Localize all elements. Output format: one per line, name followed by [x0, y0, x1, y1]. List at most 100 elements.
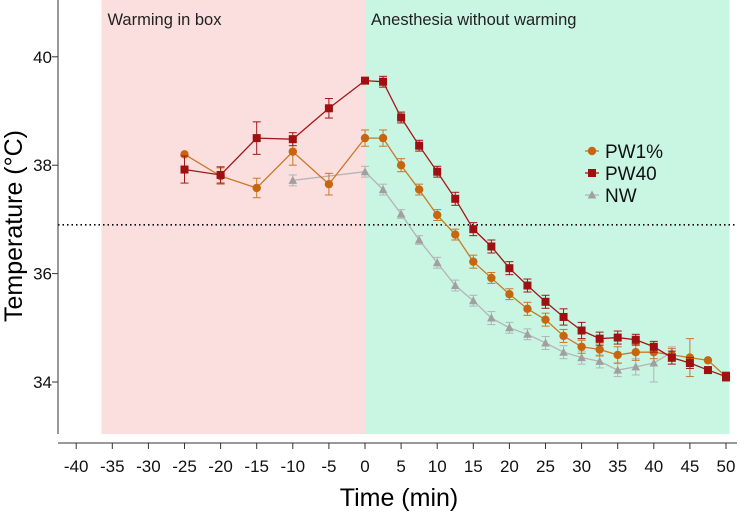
data-point [361, 76, 369, 85]
data-point [559, 347, 568, 356]
x-tick-label: 30 [572, 457, 591, 476]
data-point [469, 257, 478, 266]
data-point [432, 258, 442, 267]
data-point [505, 289, 514, 299]
data-point [414, 185, 424, 194]
x-tick-label: -25 [172, 457, 197, 476]
data-point [631, 362, 641, 371]
data-point [577, 342, 586, 351]
data-point [216, 170, 225, 179]
data-point [288, 175, 298, 184]
region-label: Warming in box [107, 11, 222, 29]
data-point [487, 273, 496, 283]
data-point [469, 225, 478, 234]
data-point [523, 304, 532, 314]
data-point [559, 331, 568, 341]
x-tick-label: -15 [244, 457, 269, 476]
data-point [379, 77, 388, 86]
y-tick-label: 34 [33, 373, 52, 392]
data-point [613, 365, 622, 374]
x-tick-label: 45 [680, 457, 699, 476]
data-point [703, 366, 712, 375]
data-point [487, 242, 496, 251]
data-point [541, 315, 550, 324]
data-point [450, 281, 460, 290]
data-point [559, 312, 568, 321]
y-axis-label: Temperature (°C) [0, 130, 28, 322]
x-tick-label: -40 [64, 457, 89, 476]
legend-marker [588, 169, 596, 177]
data-point [288, 135, 297, 144]
data-point [613, 350, 622, 360]
legend-label: NW [605, 186, 637, 207]
x-tick-label: -5 [321, 457, 336, 476]
data-point [433, 210, 442, 220]
x-tick-label: 10 [428, 457, 447, 476]
data-point [613, 333, 622, 342]
data-point [703, 356, 713, 365]
data-point [360, 133, 370, 143]
data-point [396, 209, 406, 218]
data-point [541, 338, 550, 347]
data-point [523, 281, 532, 290]
axes: -40 -35 -30 -25 -20 -15 -10 -5 0 5 10 15 20 25 30 35 40 4… [33, 0, 737, 476]
series-nw [288, 165, 677, 383]
x-tick-label: 35 [608, 457, 627, 476]
data-point [523, 329, 532, 338]
data-point [577, 326, 586, 335]
legend-label: PW1% [605, 142, 663, 163]
x-tick-label: 0 [360, 457, 369, 476]
x-tick-label: 25 [536, 457, 555, 476]
shaded-regions: Warming in box Anesthesia without warming [101, 0, 730, 434]
data-point [595, 345, 604, 354]
data-point [396, 161, 406, 170]
legend-label: PW40 [605, 164, 657, 185]
data-point [378, 133, 388, 143]
x-tick-label: -10 [281, 457, 306, 476]
x-axis-label: Time (min) [340, 484, 459, 512]
region-anesthesia [365, 0, 730, 434]
x-tick-label: 5 [396, 457, 405, 476]
y-tick-label: 40 [33, 48, 52, 67]
series-pw40 [180, 75, 730, 382]
data-point [252, 134, 261, 143]
x-tick-label: -35 [100, 457, 125, 476]
data-point [685, 359, 694, 368]
data-point [415, 141, 424, 150]
region-label: Anesthesia without warming [371, 11, 576, 29]
data-point [487, 313, 496, 322]
data-point [722, 372, 730, 381]
x-tick-label: -20 [208, 457, 233, 476]
legend-marker [587, 146, 597, 156]
data-point [451, 194, 460, 203]
data-point [288, 147, 297, 156]
x-tick-label: 50 [717, 457, 736, 476]
data-point [180, 165, 189, 174]
x-tick-label: -30 [136, 457, 161, 476]
data-point [451, 230, 460, 239]
data-point [541, 297, 550, 306]
data-point [252, 183, 261, 193]
x-tick-label: 15 [464, 457, 483, 476]
data-point [631, 347, 640, 357]
data-point [414, 235, 424, 244]
data-point [324, 179, 334, 189]
data-point [469, 296, 478, 305]
data-series [180, 75, 731, 383]
data-point [577, 353, 586, 362]
data-point [505, 264, 514, 273]
data-point [378, 185, 388, 194]
y-tick-label: 36 [33, 265, 52, 284]
data-point [667, 353, 676, 362]
x-tick-label: 20 [500, 457, 519, 476]
data-point [595, 334, 604, 343]
legend-marker [587, 190, 597, 199]
data-point [397, 113, 406, 122]
data-point [631, 335, 640, 344]
data-point [505, 323, 514, 332]
y-tick-label: 38 [33, 156, 52, 175]
data-point [595, 356, 604, 365]
data-point [360, 167, 370, 176]
